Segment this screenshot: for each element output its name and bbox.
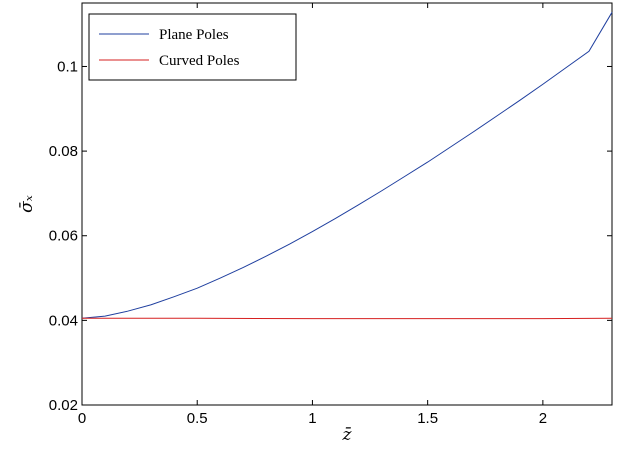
x-tick-label: 1: [308, 410, 316, 427]
series-layer: [81, 12, 613, 320]
x-tick-label: 2: [539, 410, 547, 427]
y-tick-label: 0.06: [49, 228, 78, 245]
y-axis-label: σ̄ₓ: [17, 195, 37, 213]
y-tick-label: 0.02: [49, 397, 78, 414]
ticks-layer: 0 0.5 1 1.5 2 0.02 0.04 0.06 0.08 0.1: [49, 3, 612, 427]
x-axis-label: z̄: [342, 425, 353, 445]
x-tick-label: 1.5: [417, 410, 438, 427]
legend-box: [88, 13, 297, 81]
legend-label-2: Curved Poles: [159, 53, 240, 69]
x-tick-label: 0: [78, 410, 86, 427]
y-tick-label: 0.08: [49, 143, 78, 160]
y-tick-label: 0.1: [57, 58, 78, 75]
legend: Plane Poles Curved Poles: [88, 13, 297, 81]
y-tick-label: 0.04: [49, 312, 78, 329]
series-line-1: [81, 12, 613, 319]
legend-label-1: Plane Poles: [159, 27, 229, 43]
x-tick-label: 0.5: [187, 410, 208, 427]
